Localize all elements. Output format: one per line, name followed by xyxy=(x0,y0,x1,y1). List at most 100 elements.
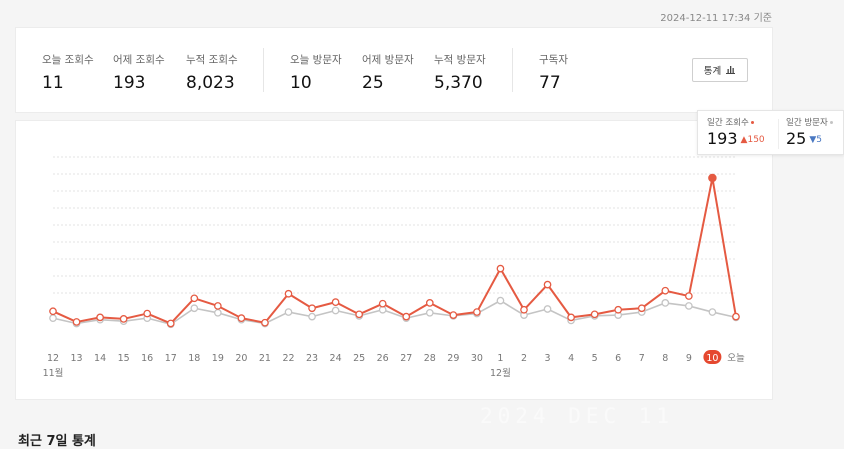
tooltip-visitors-value: 25 xyxy=(786,129,807,148)
stat-yesterday-views: 어제 조회수 193 xyxy=(113,52,165,93)
visitors-data-point xyxy=(49,314,57,322)
x-tick-label: 23 xyxy=(306,353,318,364)
visitors-data-point xyxy=(496,296,505,305)
stat-label: 어제 방문자 xyxy=(362,54,414,66)
tooltip-views-delta: ▲150 xyxy=(740,135,765,145)
stat-total-visitors: 누적 방문자 5,370 xyxy=(434,52,486,93)
stat-today-views: 오늘 조회수 11 xyxy=(42,52,94,93)
tooltip-visitors-label: 일간 방문자 xyxy=(786,118,828,128)
views-data-point xyxy=(402,312,411,321)
visitors-data-point xyxy=(708,308,717,316)
daily-stats-chart: 12 13 14 15 16 17 18 19 20 21 22 23 24 25 26 27 28 29 30 1 2… xyxy=(43,156,745,379)
stat-value: 11 xyxy=(42,73,64,93)
views-data-point xyxy=(614,305,623,314)
x-tick-label: 3 xyxy=(545,353,551,364)
views-data-point xyxy=(684,292,693,300)
stat-label: 누적 방문자 xyxy=(434,54,486,66)
x-tick-label: 오늘 xyxy=(727,353,745,364)
stat-label: 어제 조회수 xyxy=(113,54,165,66)
views-data-point xyxy=(166,319,175,328)
x-tick-label: 8 xyxy=(662,353,668,364)
tooltip-visitors: 일간 방문자 25 ▼5 xyxy=(786,116,833,148)
views-dot-icon xyxy=(750,121,754,124)
views-data-point xyxy=(72,318,81,326)
views-data-point xyxy=(190,294,199,303)
views-data-point xyxy=(496,264,505,273)
views-data-point xyxy=(473,308,481,316)
stats-divider xyxy=(263,48,264,92)
views-data-point xyxy=(237,314,246,322)
x-tick-label: 10 xyxy=(706,353,718,364)
x-tick-label: 22 xyxy=(282,353,294,364)
visitors-data-point xyxy=(190,304,199,313)
visitors-data-point xyxy=(543,305,552,313)
views-data-point xyxy=(355,310,363,319)
x-tick-label: 1 xyxy=(497,353,503,364)
views-data-point xyxy=(308,304,316,313)
x-tick-label: 30 xyxy=(471,353,483,364)
visitors-data-point xyxy=(284,308,293,316)
x-tick-label: 4 xyxy=(568,353,574,364)
section-title: 최근 7일 통계 xyxy=(18,434,96,449)
x-tick-label: 18 xyxy=(188,353,200,364)
x-tick-label: 17 xyxy=(165,353,177,364)
tooltip-views-label: 일간 조회수 xyxy=(707,118,749,128)
x-tick-label: 6 xyxy=(615,353,621,364)
views-data-point xyxy=(119,315,128,323)
views-data-point xyxy=(449,311,458,319)
stats-summary-card: 오늘 조회수 11 어제 조회수 193 누적 조회수 8,023 오늘 방문자… xyxy=(15,27,773,113)
visitors-series-line xyxy=(52,299,737,326)
x-tick-label: 21 xyxy=(259,353,271,364)
views-data-point xyxy=(96,313,104,322)
views-data-point xyxy=(261,318,269,327)
bar-chart-icon xyxy=(725,64,736,77)
stats-button[interactable]: 통계 xyxy=(692,58,748,82)
visitors-data-point xyxy=(331,306,340,315)
stat-yesterday-visitors: 어제 방문자 25 xyxy=(362,52,414,93)
visitors-data-point xyxy=(308,312,316,321)
x-tick-label: 12 xyxy=(47,353,59,364)
views-data-point xyxy=(567,313,575,322)
x-tick-label: 20 xyxy=(235,353,247,364)
stat-value: 10 xyxy=(290,73,312,93)
visitors-data-point xyxy=(684,302,693,310)
x-tick-label: 13 xyxy=(71,353,83,364)
views-data-point xyxy=(425,299,434,307)
selected-day-marker xyxy=(703,350,722,364)
stat-value: 5,370 xyxy=(434,73,483,93)
visitors-data-point xyxy=(425,308,434,317)
tooltip-views-value: 193 xyxy=(707,129,738,148)
views-data-point xyxy=(331,298,340,306)
stat-label: 누적 조회수 xyxy=(186,54,238,66)
views-data-point xyxy=(732,312,740,321)
chart-tooltip: 일간 조회수 193 ▲150 일간 방문자 25 ▼5 xyxy=(697,110,844,155)
views-series-line xyxy=(52,176,737,325)
stat-label: 오늘 조회수 xyxy=(42,54,94,66)
x-tick-label: 9 xyxy=(686,353,692,364)
views-data-point xyxy=(378,299,387,308)
daily-stats-chart-card: 12 13 14 15 16 17 18 19 20 21 22 23 24 25 26 27 28 29 30 1 2… xyxy=(15,120,773,400)
x-tick-label: 29 xyxy=(447,353,459,364)
views-data-point xyxy=(143,309,152,318)
stat-subscribers: 구독자 77 xyxy=(539,52,568,93)
tooltip-views: 일간 조회수 193 ▲150 xyxy=(707,116,765,148)
x-tick-label: 2 xyxy=(521,353,527,364)
stat-value: 193 xyxy=(113,73,146,93)
stat-value: 8,023 xyxy=(186,73,235,93)
tooltip-divider xyxy=(778,119,779,149)
x-tick-label: 7 xyxy=(639,353,645,364)
stat-value: 77 xyxy=(539,73,561,93)
date-watermark: 2024 DEC 11 xyxy=(480,404,675,428)
views-data-point xyxy=(214,302,222,310)
visitors-data-point xyxy=(214,308,222,317)
x-tick-label: 25 xyxy=(353,353,365,364)
stats-timestamp: 2024-12-11 17:34 기준 xyxy=(660,13,772,24)
x-tick-label: 19 xyxy=(212,353,224,364)
stats-divider xyxy=(512,48,513,92)
x-tick-label: 26 xyxy=(377,353,389,364)
visitors-data-point xyxy=(661,299,670,307)
visitors-dot-icon xyxy=(829,121,833,124)
month-label: 11월 xyxy=(43,367,64,379)
stat-total-views: 누적 조회수 8,023 xyxy=(186,52,238,93)
x-tick-label: 5 xyxy=(592,353,598,364)
